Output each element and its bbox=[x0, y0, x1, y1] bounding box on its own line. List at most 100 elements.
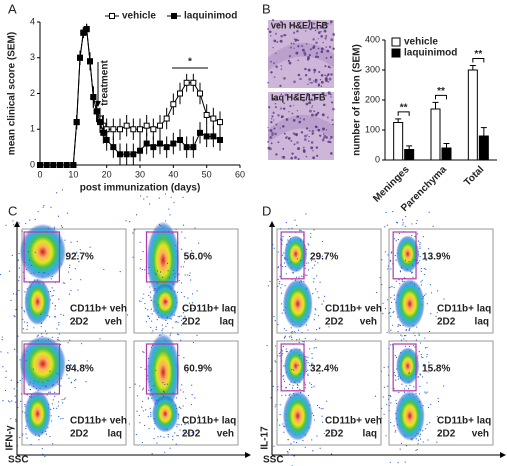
cell-nucleus bbox=[273, 76, 276, 78]
event-dot bbox=[383, 366, 385, 369]
event-dot bbox=[318, 372, 320, 375]
event-dot bbox=[400, 442, 403, 444]
marker bbox=[93, 108, 100, 115]
event-dot bbox=[312, 267, 314, 269]
gate-percentage: 94.8% bbox=[65, 364, 93, 375]
cell-nucleus bbox=[325, 129, 328, 131]
event-dot bbox=[145, 321, 147, 323]
y-tick-label: 0 bbox=[375, 154, 380, 164]
event-dot bbox=[29, 388, 32, 391]
event-dot bbox=[387, 268, 389, 270]
flow-plot: 94.8% CD11b+ veh 2D2 laq bbox=[0, 302, 127, 458]
event-dot bbox=[272, 243, 274, 246]
flow-plot: 56.0% CD11b+ laq 2D2 laq bbox=[119, 184, 239, 336]
cell-nucleus bbox=[308, 54, 311, 57]
event-dot bbox=[141, 400, 144, 402]
event-dot bbox=[389, 461, 391, 463]
event-dot bbox=[313, 414, 315, 417]
event-dot bbox=[11, 254, 13, 256]
event-dot bbox=[403, 338, 405, 340]
event-dot bbox=[47, 379, 49, 382]
event-dot bbox=[443, 385, 445, 387]
marker bbox=[137, 147, 143, 154]
event-dot bbox=[290, 443, 292, 445]
event-dot bbox=[380, 370, 382, 372]
event-dot bbox=[145, 409, 147, 411]
event-dot bbox=[36, 335, 38, 337]
event-dot bbox=[194, 397, 196, 399]
cell-nucleus bbox=[290, 139, 293, 143]
event-dot bbox=[40, 322, 42, 324]
event-dot bbox=[317, 315, 320, 317]
gate-percentage: 15.8% bbox=[422, 364, 450, 375]
event-dot bbox=[285, 387, 287, 389]
cell-nucleus bbox=[317, 47, 320, 50]
event-dot bbox=[177, 321, 179, 323]
cell-nucleus bbox=[278, 24, 281, 27]
event-dot bbox=[405, 340, 407, 342]
event-dot bbox=[183, 431, 185, 433]
event-dot bbox=[67, 342, 69, 344]
event-dot bbox=[283, 425, 285, 427]
cell-nucleus bbox=[315, 41, 318, 45]
cell-nucleus bbox=[290, 42, 293, 45]
event-dot bbox=[298, 341, 300, 344]
event-dot bbox=[434, 368, 436, 371]
event-dot bbox=[269, 280, 271, 283]
cell-nucleus bbox=[293, 104, 295, 106]
cell-nucleus bbox=[304, 30, 307, 32]
event-dot bbox=[178, 415, 180, 417]
event-dot bbox=[279, 228, 282, 230]
event-dot bbox=[430, 292, 433, 294]
cell-nucleus bbox=[321, 113, 325, 117]
event-dot bbox=[144, 307, 147, 309]
event-dot bbox=[148, 315, 150, 317]
event-dot bbox=[182, 405, 184, 407]
event-dot bbox=[86, 360, 88, 362]
event-dot bbox=[151, 332, 153, 334]
event-dot bbox=[288, 448, 291, 451]
event-dot bbox=[411, 271, 413, 273]
cell-nucleus bbox=[312, 38, 315, 41]
marker bbox=[177, 136, 183, 143]
event-dot bbox=[390, 252, 392, 254]
cell-nucleus bbox=[302, 146, 305, 149]
event-dot bbox=[307, 243, 309, 245]
tissue-band bbox=[268, 42, 334, 71]
bar bbox=[430, 108, 441, 161]
event-dot bbox=[157, 311, 159, 313]
event-dot bbox=[421, 376, 424, 378]
cell-nucleus bbox=[279, 39, 283, 43]
cell-nucleus bbox=[275, 97, 277, 99]
event-dot bbox=[399, 324, 402, 327]
cell-nucleus bbox=[297, 93, 300, 96]
event-dot bbox=[151, 453, 153, 455]
y-tick-label: 200 bbox=[365, 94, 380, 104]
event-dot bbox=[288, 336, 291, 338]
event-dot bbox=[296, 387, 299, 389]
event-dot bbox=[56, 328, 58, 330]
cell-nucleus bbox=[307, 83, 309, 86]
event-dot bbox=[420, 354, 422, 356]
event-dot bbox=[296, 224, 298, 226]
event-dot bbox=[148, 266, 150, 268]
cell-nucleus bbox=[273, 62, 275, 65]
event-dot bbox=[283, 375, 285, 377]
flow-plot: 32.4% CD11b+ veh 2D2 laq bbox=[270, 329, 382, 466]
event-dot bbox=[321, 303, 323, 305]
cell-nucleus bbox=[316, 27, 319, 30]
cell-nucleus bbox=[326, 49, 330, 53]
event-dot bbox=[21, 230, 23, 232]
event-dot bbox=[191, 394, 193, 396]
cell-nucleus bbox=[311, 132, 314, 135]
cell-nucleus bbox=[289, 46, 293, 49]
event-dot bbox=[156, 442, 158, 444]
event-dot bbox=[68, 293, 71, 295]
event-dot bbox=[400, 334, 402, 336]
cell-nucleus bbox=[268, 30, 272, 34]
gate bbox=[23, 231, 61, 283]
cell-nucleus bbox=[272, 111, 275, 114]
cell-nucleus bbox=[317, 38, 319, 40]
event-dot bbox=[26, 325, 29, 327]
cell-nucleus bbox=[300, 131, 304, 134]
